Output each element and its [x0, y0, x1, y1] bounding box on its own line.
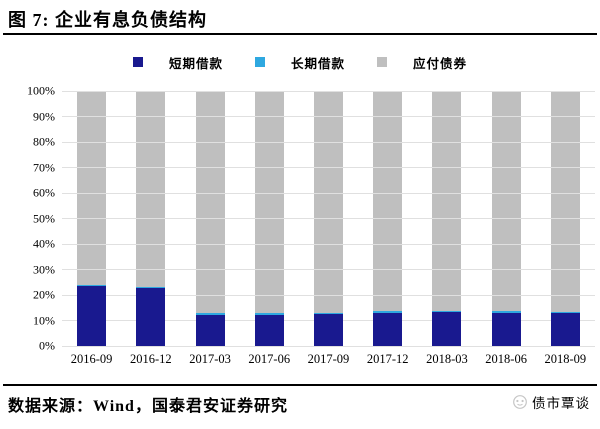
bar-cell-2018-09 — [536, 91, 595, 346]
bar-segment-应付债券 — [195, 91, 225, 314]
bar-cell-2017-06 — [240, 91, 299, 346]
x-tick-label: 2017-03 — [189, 352, 231, 366]
bar-segment-短期借款 — [313, 314, 343, 346]
bar-cell-2017-09 — [299, 91, 358, 346]
bar-cell-2018-06 — [477, 91, 536, 346]
gridline — [62, 141, 595, 143]
gridline — [62, 167, 595, 168]
bar-segment-应付债券 — [254, 91, 284, 314]
chart-legend: 短期借款 长期借款 应付债券 — [0, 53, 600, 72]
legend-label: 长期借款 — [290, 56, 345, 71]
source-note: 数据来源：Wind，国泰君安证券研究 — [8, 398, 288, 415]
gridline — [62, 192, 595, 194]
bar-segment-应付债券 — [550, 91, 580, 312]
gridline — [62, 90, 595, 92]
legend-swatch-long-term — [254, 57, 265, 67]
legend-label: 短期借款 — [168, 56, 223, 71]
y-tick-label: 70% — [33, 160, 55, 174]
bar-segment-短期借款 — [254, 314, 284, 346]
stacked-bar — [254, 91, 284, 346]
gridline — [62, 116, 595, 117]
watermark-text: 债市覃谈 — [532, 396, 590, 411]
x-tick-label: 2018-09 — [544, 352, 587, 366]
y-tick-label: 90% — [33, 109, 55, 123]
gridline — [62, 294, 595, 296]
bar-cell-2017-03 — [180, 91, 239, 346]
y-tick-label: 40% — [33, 236, 55, 251]
bar-segment-应付债券 — [373, 91, 403, 312]
gridline — [62, 243, 595, 245]
bar-segment-应付债券 — [77, 91, 107, 285]
x-tick-label: 2017-09 — [307, 352, 350, 366]
stacked-bar — [313, 91, 343, 346]
bar-segment-长期借款 — [373, 311, 403, 313]
bar-segment-应付债券 — [313, 91, 343, 313]
stacked-bar — [195, 91, 225, 346]
stacked-bar — [432, 91, 462, 346]
bar-cell-2018-03 — [417, 91, 476, 346]
x-tick-label: 2016-09 — [70, 352, 113, 366]
bar-segment-短期借款 — [373, 312, 403, 346]
bar-segment-短期借款 — [195, 314, 225, 346]
bar-segment-长期借款 — [195, 313, 225, 315]
y-tick-label: 0% — [39, 338, 55, 353]
gridline — [62, 345, 595, 347]
y-tick-label: 30% — [33, 262, 55, 276]
y-tick-label: 80% — [33, 134, 55, 149]
stacked-bar — [550, 91, 580, 346]
bar-cell-2016-12 — [121, 91, 180, 346]
bar-segment-短期借款 — [136, 288, 166, 346]
bar-segment-短期借款 — [491, 312, 521, 346]
bar-segment-应付债券 — [136, 91, 166, 287]
bar-cell-2016-09 — [62, 91, 121, 346]
y-tick-label: 100% — [27, 83, 55, 98]
x-axis-tick-labels: 2016-09 2016-12 2017-03 2017-06 2017-09 2017-… — [62, 352, 595, 367]
stacked-bar — [136, 91, 166, 346]
legend-swatch-short-term — [132, 57, 143, 67]
y-tick-label: 10% — [33, 313, 55, 327]
legend-label: 应付债券 — [413, 56, 468, 71]
x-tick-label: 2018-06 — [485, 352, 527, 366]
x-tick-label: 2018-03 — [426, 352, 468, 366]
bar-segment-长期借款 — [550, 311, 580, 314]
bar-segment-短期借款 — [432, 312, 462, 346]
bar-segment-长期借款 — [77, 284, 107, 287]
bar-segment-长期借款 — [432, 310, 462, 313]
stacked-bar — [373, 91, 403, 346]
y-tick-label: 20% — [33, 287, 55, 302]
bar-series — [62, 91, 595, 346]
x-tick-label: 2016-12 — [129, 352, 172, 366]
bar-segment-长期借款 — [313, 312, 343, 315]
bar-segment-短期借款 — [77, 286, 107, 346]
stacked-bar — [77, 91, 107, 346]
y-axis-tick-labels: 0% 10% 20% 30% 40% 50% 60% 70% 80% 90% 100% — [0, 84, 55, 353]
bar-segment-长期借款 — [491, 311, 521, 313]
plot-area — [62, 90, 595, 347]
bar-segment-长期借款 — [136, 286, 166, 289]
gridline — [62, 269, 595, 270]
watermark-logo-icon — [513, 395, 527, 409]
bar-segment-应付债券 — [491, 91, 521, 312]
bar-segment-短期借款 — [550, 313, 580, 346]
legend-item-bonds: 应付债券 — [377, 53, 467, 72]
legend-item-short-term: 短期借款 — [132, 53, 223, 72]
title-divider — [3, 33, 597, 35]
legend-item-long-term: 长期借款 — [254, 53, 345, 72]
bottom-divider — [3, 384, 597, 386]
x-tick-label: 2017-06 — [248, 352, 291, 366]
y-tick-label: 60% — [33, 185, 55, 200]
gridline — [62, 218, 595, 219]
watermark: 债市覃谈 — [512, 392, 590, 412]
stacked-bar — [491, 91, 521, 346]
bar-segment-应付债券 — [432, 91, 462, 311]
bar-cell-2017-12 — [358, 91, 417, 346]
x-tick-label: 2017-12 — [366, 352, 409, 366]
legend-swatch-bonds — [377, 57, 387, 67]
bar-segment-长期借款 — [254, 313, 284, 315]
figure-title: 图 7: 企业有息负债结构 — [8, 10, 207, 30]
y-tick-label: 50% — [33, 211, 55, 225]
